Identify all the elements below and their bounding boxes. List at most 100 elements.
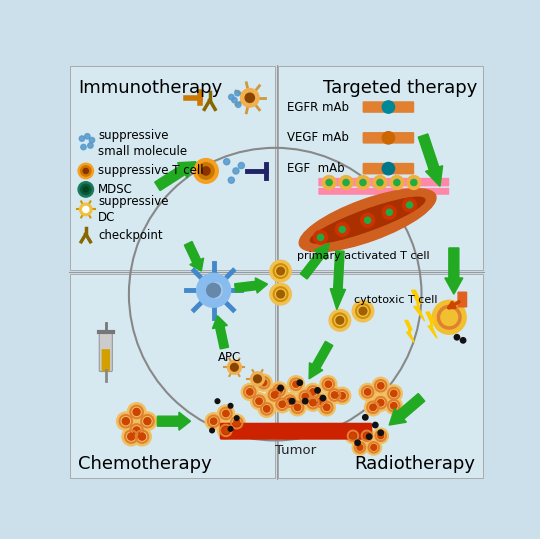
Circle shape bbox=[297, 388, 314, 405]
Text: APC: APC bbox=[218, 351, 241, 364]
Circle shape bbox=[407, 202, 413, 208]
Text: Radiotherapy: Radiotherapy bbox=[354, 455, 475, 473]
Polygon shape bbox=[300, 243, 329, 279]
Text: VEGF mAb: VEGF mAb bbox=[287, 132, 349, 144]
Circle shape bbox=[366, 440, 381, 455]
Polygon shape bbox=[235, 278, 267, 293]
Circle shape bbox=[382, 101, 395, 113]
Circle shape bbox=[373, 428, 388, 444]
FancyBboxPatch shape bbox=[318, 188, 449, 195]
Circle shape bbox=[254, 375, 261, 383]
Circle shape bbox=[228, 414, 245, 431]
Circle shape bbox=[287, 376, 305, 393]
Circle shape bbox=[371, 445, 377, 450]
Circle shape bbox=[117, 412, 135, 431]
Circle shape bbox=[294, 404, 301, 411]
Circle shape bbox=[345, 428, 361, 444]
FancyBboxPatch shape bbox=[318, 178, 449, 186]
Circle shape bbox=[198, 163, 214, 179]
FancyBboxPatch shape bbox=[458, 292, 467, 307]
Circle shape bbox=[390, 390, 397, 397]
Circle shape bbox=[364, 399, 381, 416]
Circle shape bbox=[245, 93, 254, 102]
FancyBboxPatch shape bbox=[70, 274, 275, 478]
Circle shape bbox=[364, 217, 370, 223]
Polygon shape bbox=[418, 134, 443, 186]
Polygon shape bbox=[445, 248, 463, 294]
Circle shape bbox=[339, 392, 346, 399]
Circle shape bbox=[335, 223, 349, 237]
Circle shape bbox=[281, 393, 298, 410]
Polygon shape bbox=[309, 341, 333, 379]
Circle shape bbox=[122, 427, 140, 446]
Circle shape bbox=[359, 383, 376, 400]
Circle shape bbox=[386, 385, 402, 402]
Circle shape bbox=[403, 198, 416, 212]
Circle shape bbox=[127, 403, 146, 421]
FancyBboxPatch shape bbox=[278, 66, 483, 270]
FancyBboxPatch shape bbox=[99, 331, 112, 371]
Circle shape bbox=[318, 398, 324, 404]
Circle shape bbox=[326, 179, 332, 185]
Circle shape bbox=[310, 389, 316, 395]
Circle shape bbox=[123, 418, 130, 425]
Circle shape bbox=[138, 412, 157, 431]
Circle shape bbox=[336, 316, 344, 324]
Circle shape bbox=[315, 388, 320, 393]
Circle shape bbox=[318, 399, 335, 416]
Circle shape bbox=[289, 399, 306, 416]
Circle shape bbox=[222, 427, 229, 434]
Circle shape bbox=[228, 177, 234, 183]
Circle shape bbox=[218, 405, 234, 422]
Circle shape bbox=[373, 176, 387, 189]
Circle shape bbox=[133, 409, 140, 416]
Circle shape bbox=[270, 284, 292, 305]
FancyBboxPatch shape bbox=[362, 163, 414, 175]
Circle shape bbox=[271, 382, 287, 399]
Polygon shape bbox=[389, 393, 425, 425]
FancyBboxPatch shape bbox=[362, 101, 414, 113]
Circle shape bbox=[234, 416, 239, 420]
Text: checkpoint: checkpoint bbox=[98, 229, 163, 242]
Polygon shape bbox=[405, 321, 414, 343]
Circle shape bbox=[133, 427, 140, 434]
Circle shape bbox=[331, 392, 338, 398]
Circle shape bbox=[323, 404, 330, 411]
Circle shape bbox=[279, 401, 285, 407]
Polygon shape bbox=[184, 241, 204, 271]
Circle shape bbox=[359, 428, 375, 444]
Circle shape bbox=[276, 267, 285, 275]
Circle shape bbox=[78, 163, 93, 178]
Circle shape bbox=[233, 419, 240, 426]
Circle shape bbox=[372, 394, 389, 411]
Text: suppressive
DC: suppressive DC bbox=[98, 195, 168, 224]
Ellipse shape bbox=[299, 189, 436, 252]
Circle shape bbox=[222, 410, 229, 417]
FancyBboxPatch shape bbox=[362, 132, 414, 143]
Circle shape bbox=[372, 377, 389, 394]
Circle shape bbox=[241, 383, 258, 400]
Circle shape bbox=[312, 393, 329, 410]
Circle shape bbox=[305, 383, 321, 400]
Circle shape bbox=[314, 230, 327, 244]
Circle shape bbox=[247, 389, 253, 395]
Ellipse shape bbox=[210, 282, 222, 298]
Circle shape bbox=[270, 260, 292, 282]
Circle shape bbox=[293, 381, 299, 388]
Circle shape bbox=[357, 445, 363, 450]
FancyBboxPatch shape bbox=[278, 274, 483, 478]
FancyBboxPatch shape bbox=[70, 66, 275, 270]
Circle shape bbox=[320, 376, 337, 393]
Circle shape bbox=[256, 398, 262, 404]
Circle shape bbox=[318, 234, 323, 240]
Circle shape bbox=[390, 403, 397, 409]
Circle shape bbox=[83, 168, 89, 174]
Circle shape bbox=[352, 300, 374, 322]
Circle shape bbox=[364, 433, 370, 439]
Circle shape bbox=[240, 88, 259, 107]
Text: Immunotherapy: Immunotherapy bbox=[78, 79, 222, 96]
Circle shape bbox=[231, 363, 238, 371]
Circle shape bbox=[274, 396, 291, 413]
Circle shape bbox=[205, 413, 222, 430]
Circle shape bbox=[251, 393, 267, 410]
